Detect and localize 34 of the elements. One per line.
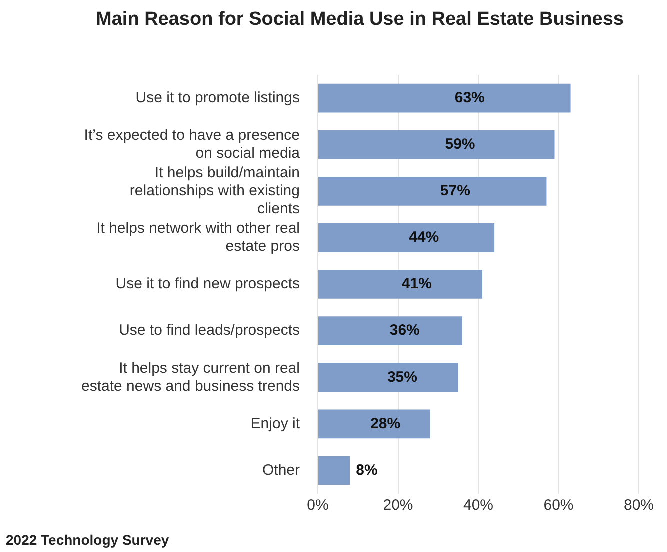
bar	[318, 316, 462, 346]
bar	[318, 270, 483, 299]
data-label: 63%	[454, 89, 485, 106]
bar	[318, 410, 430, 439]
x-tick-label: 40%	[463, 497, 494, 514]
y-tick-label: It helps network with other real estate pros	[96, 220, 300, 256]
chart-title: Main Reason for Social Media Use in Real Estate Business	[95, 8, 625, 31]
y-tick-label: Other	[262, 462, 300, 479]
y-tick-label: It’s expected to have a presence on social media	[84, 126, 301, 162]
bar	[318, 456, 350, 486]
y-tick-label: Use it to promote listings	[136, 89, 300, 106]
data-label: 59%	[445, 136, 476, 153]
data-label: 35%	[387, 368, 418, 386]
x-tick-label: 80%	[624, 497, 654, 514]
bar	[318, 130, 555, 160]
bar	[318, 363, 458, 392]
y-tick-label: Use it to find new prospects	[116, 276, 300, 293]
y-tick-label: Use to find leads/prospects	[119, 322, 300, 340]
bar	[318, 224, 495, 252]
data-label: 36%	[390, 322, 420, 340]
data-label: 28%	[370, 415, 401, 432]
bar	[318, 176, 547, 206]
data-label: 41%	[402, 276, 432, 293]
x-tick-label: 0%	[307, 497, 329, 514]
x-tick-label: 60%	[544, 497, 574, 514]
bar	[318, 84, 571, 113]
data-label: 44%	[409, 229, 440, 246]
text: 2022 Technology Survey	[6, 532, 170, 548]
data-label: 57%	[440, 182, 470, 200]
y-tick-label: It helps stay current on real estate news and business trends	[82, 360, 300, 395]
x-tick-label: 20%	[383, 497, 414, 514]
y-tick-label: Enjoy it	[250, 415, 301, 432]
y-tick-label: It helps build/maintain relationships with existing clients	[130, 164, 300, 218]
data-label: 8%	[356, 462, 378, 479]
